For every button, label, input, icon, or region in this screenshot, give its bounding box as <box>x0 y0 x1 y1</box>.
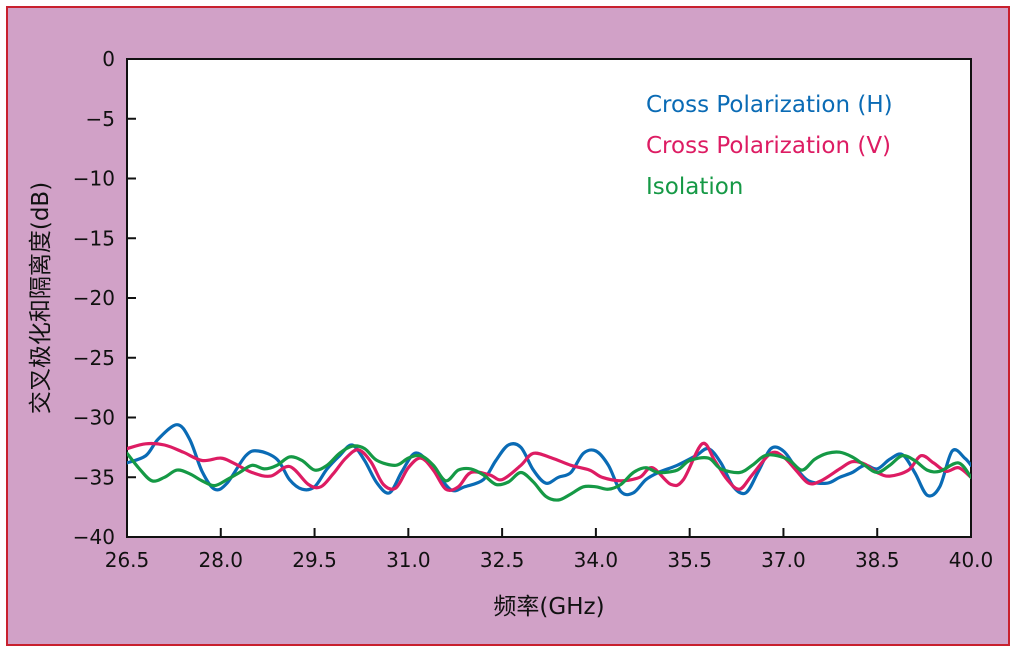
y-tick-label: −10 <box>73 167 115 191</box>
series-line-isolation <box>127 444 971 502</box>
y-tick-label: −25 <box>73 346 115 370</box>
x-tick-label: 35.5 <box>667 548 712 572</box>
series-line-cross-polarization-v <box>127 441 971 493</box>
x-axis: 26.5 28.0 29.5 31.0 32.5 34.0 35.5 37.0 38.5 40.0 <box>105 528 994 572</box>
chart-panel: 26.5 28.0 29.5 31.0 32.5 34.0 35.5 37.0 38.5 40.0… <box>6 6 1010 646</box>
series-lines <box>127 423 971 502</box>
y-tick-label: −20 <box>73 286 115 310</box>
x-tick-label: 31.0 <box>386 548 431 572</box>
x-tick-label: 26.5 <box>105 548 150 572</box>
x-tick-label: 34.0 <box>574 548 619 572</box>
legend-entry-cross-polarization-h: Cross Polarization (H) <box>646 92 893 118</box>
legend-entry-cross-polarization-v: Cross Polarization (V) <box>646 133 891 159</box>
y-tick-label: −5 <box>86 107 115 131</box>
line-chart: 26.5 28.0 29.5 31.0 32.5 34.0 35.5 37.0 38.5 40.0… <box>28 47 994 620</box>
y-axis-title: 交叉极化和隔离度(dB) <box>28 182 54 414</box>
y-tick-label: −35 <box>73 465 115 489</box>
y-tick-label: −30 <box>73 406 115 430</box>
y-tick-label: −15 <box>73 226 115 250</box>
x-tick-label: 40.0 <box>949 548 994 572</box>
x-tick-label: 29.5 <box>292 548 337 572</box>
series-line-cross-polarization-h <box>127 423 971 498</box>
x-tick-label: 38.5 <box>855 548 900 572</box>
legend: Cross Polarization (H) Cross Polarization… <box>646 92 893 200</box>
x-tick-label: 32.5 <box>480 548 525 572</box>
x-tick-label: 28.0 <box>199 548 244 572</box>
y-tick-label: −40 <box>73 525 115 549</box>
x-tick-label: 37.0 <box>761 548 806 572</box>
y-axis: 0 −5 −10 −15 −20 −25 −30 −35 −40 <box>73 47 136 549</box>
y-tick-label: 0 <box>102 47 115 71</box>
legend-entry-isolation: Isolation <box>646 174 743 200</box>
x-axis-title: 频率(GHz) <box>493 594 604 620</box>
